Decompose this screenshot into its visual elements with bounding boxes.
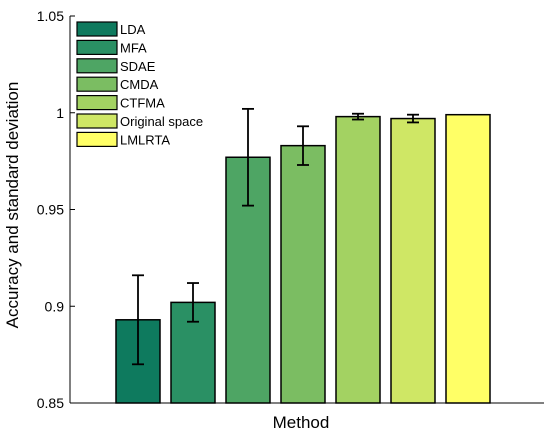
- legend: LDA MFA SDAE CMDA CTFMA Original space LMLRTA: [76, 21, 203, 147]
- y-axis-ticks: 0.85 0.9 0.95 1 1.05: [37, 8, 75, 411]
- y-tick-label: 0.95: [37, 202, 64, 218]
- legend-label: SDAE: [120, 59, 156, 74]
- legend-swatch: [76, 58, 118, 74]
- bar-lmlrta: [445, 113, 491, 404]
- legend-item: CMDA: [76, 76, 159, 92]
- y-tick-label: 1.05: [37, 8, 64, 24]
- bars: [115, 113, 491, 404]
- error-bar-ctfma: [352, 112, 364, 121]
- bar-ctfma: [335, 115, 381, 404]
- legend-label: MFA: [120, 40, 147, 55]
- legend-label: LDA: [120, 22, 146, 37]
- legend-item: MFA: [76, 39, 147, 56]
- legend-label: LMLRTA: [120, 132, 170, 147]
- legend-item: Original space: [76, 113, 203, 129]
- error-bar-lda: [132, 274, 144, 366]
- legend-swatch: [76, 94, 118, 111]
- legend-item: LDA: [76, 21, 146, 37]
- y-tick-label: 1: [56, 105, 64, 121]
- legend-item: SDAE: [76, 58, 156, 74]
- error-bar-cmda: [297, 125, 309, 166]
- legend-label: Original space: [120, 114, 203, 129]
- legend-item: LMLRTA: [76, 131, 170, 147]
- legend-label: CMDA: [120, 77, 159, 92]
- legend-swatch: [76, 131, 118, 147]
- legend-item: CTFMA: [76, 94, 165, 111]
- y-axis-title: Accuracy and standard deviation: [3, 82, 22, 329]
- y-tick-label: 0.85: [37, 395, 64, 411]
- error-bar-original-space: [407, 113, 419, 124]
- legend-swatch: [76, 21, 118, 37]
- error-bar-mfa: [187, 282, 199, 323]
- bar-cmda: [280, 144, 326, 404]
- legend-swatch: [76, 113, 118, 129]
- legend-label: CTFMA: [120, 96, 165, 111]
- legend-swatch: [76, 76, 118, 92]
- x-axis-title: Method: [273, 413, 330, 432]
- y-tick-label: 0.9: [45, 298, 65, 314]
- bar-original-space: [390, 117, 436, 404]
- error-bars: [132, 107, 419, 366]
- error-bar-sdae: [242, 107, 254, 207]
- legend-swatch: [76, 39, 118, 56]
